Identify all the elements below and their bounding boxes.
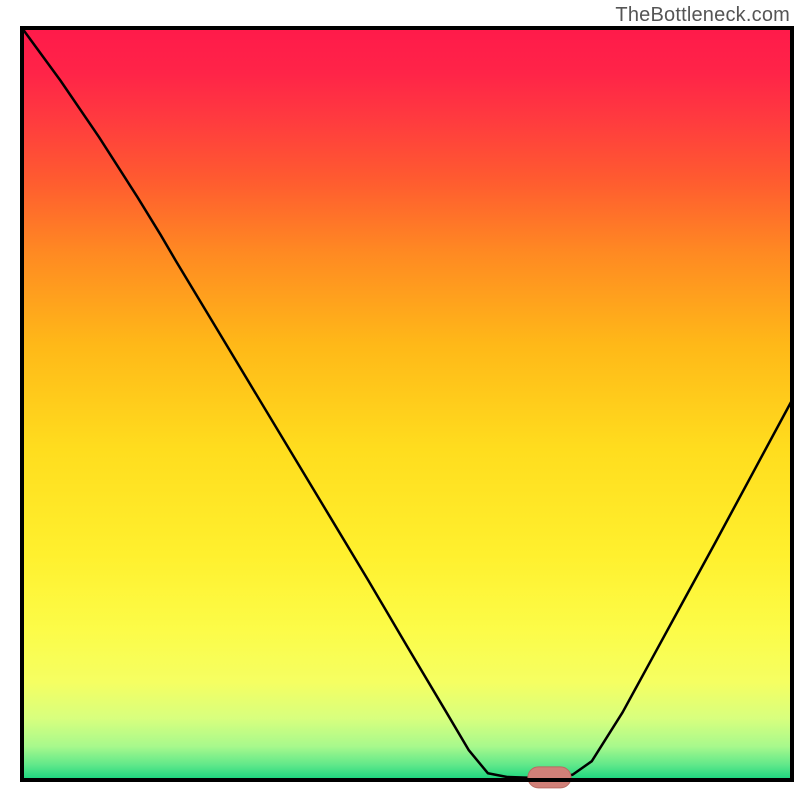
bottleneck-chart — [0, 0, 800, 800]
chart-container: TheBottleneck.com — [0, 0, 800, 800]
optimal-marker — [528, 767, 571, 788]
watermark-text: TheBottleneck.com — [615, 4, 790, 27]
plot-background — [22, 28, 792, 780]
